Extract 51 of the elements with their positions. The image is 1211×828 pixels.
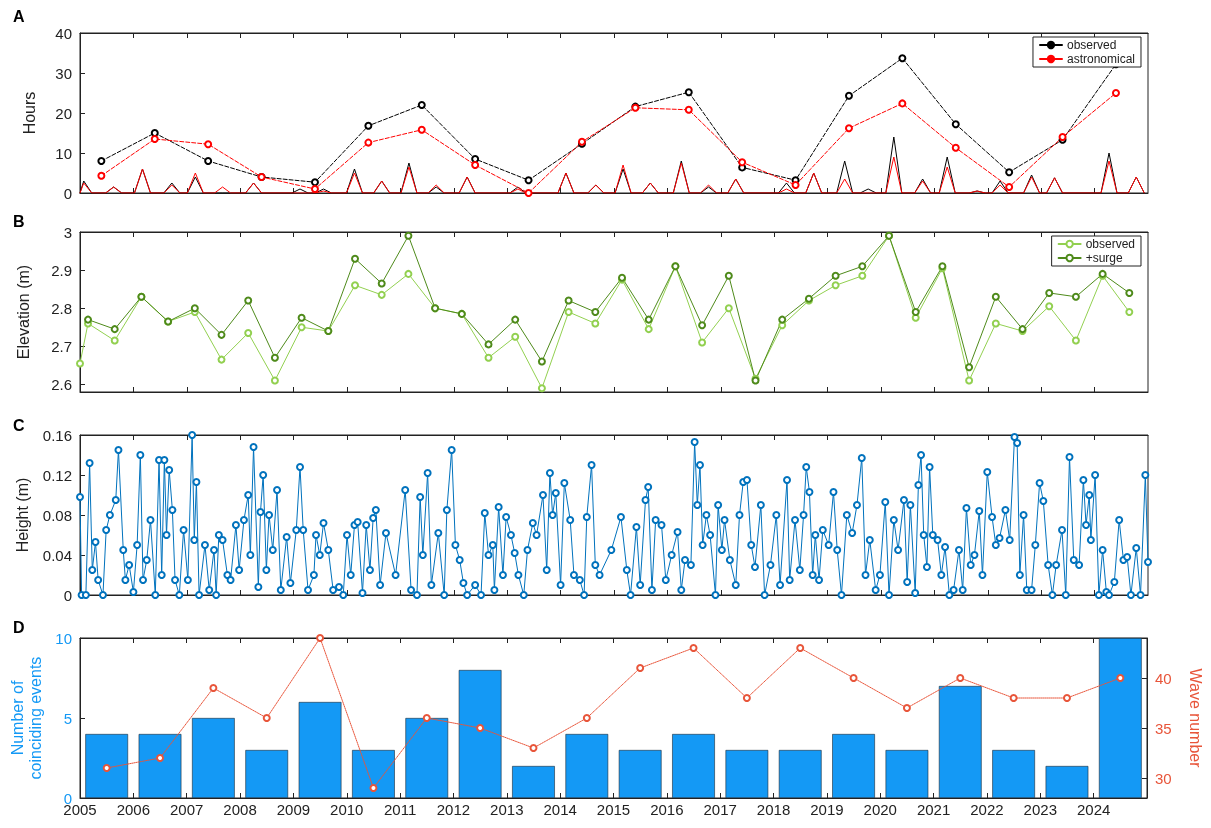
y-tick-label: 2.7 <box>51 337 72 355</box>
y-tick-label: 0.04 <box>42 546 72 564</box>
x-tick-label: 2007 <box>170 801 204 818</box>
y-tick-label: 3 <box>63 223 72 241</box>
x-tick-label: 2012 <box>436 801 471 818</box>
y-tick-label: 30 <box>55 64 72 82</box>
x-tick-label: 2006 <box>116 801 151 818</box>
y-tick-label: 0.16 <box>42 426 72 444</box>
chart-title: D <box>13 618 25 636</box>
chart-title: C <box>13 416 25 434</box>
y-tick-label: 0.08 <box>42 506 72 524</box>
y-tick-label: 10 <box>55 144 72 162</box>
y-tick-label: 0.12 <box>42 466 72 484</box>
y-tick-label: 2.6 <box>51 375 72 393</box>
y2-tick-label: 40 <box>1155 669 1172 687</box>
x-tick-label: 2017 <box>703 801 737 818</box>
y-tick-label: 20 <box>55 104 72 122</box>
x-tick-label: 2020 <box>863 801 897 818</box>
x-tick-label: 2009 <box>276 801 311 818</box>
legend-label: observed <box>1085 237 1136 251</box>
y2-tick-label: 30 <box>1155 769 1172 787</box>
y2-axis-title: Wave number <box>1186 668 1204 769</box>
y-axis-title: Height (m) <box>14 477 32 553</box>
x-tick-label: 2011 <box>383 801 417 818</box>
x-tick-label: 2021 <box>916 801 951 818</box>
y-tick-label: 2.8 <box>51 299 72 317</box>
legend-label: observed <box>1066 38 1117 52</box>
y-axis-title: Elevation (m) <box>14 264 32 360</box>
chart-title: B <box>13 212 25 230</box>
chart-title: A <box>13 7 25 25</box>
x-tick-label: 2016 <box>650 801 684 818</box>
y-tick-label: 40 <box>55 24 72 42</box>
x-tick-label: 2015 <box>596 801 631 818</box>
x-tick-label: 2023 <box>1023 801 1057 818</box>
y2-tick-label: 35 <box>1155 719 1172 737</box>
x-tick-label: 2010 <box>330 801 364 818</box>
y-tick-label: 10 <box>55 629 72 647</box>
y-tick-label: 2.9 <box>51 261 72 279</box>
y-axis-title: Hours <box>20 91 38 135</box>
y-tick-label: 5 <box>63 709 72 727</box>
x-tick-label: 2018 <box>756 801 791 818</box>
x-tick-label: 2014 <box>543 801 577 818</box>
x-tick-label: 2008 <box>223 801 257 818</box>
x-tick-label: 2024 <box>1076 801 1111 818</box>
y-axis-title: Number of coinciding events <box>8 656 44 780</box>
legend-label: +surge <box>1085 251 1123 265</box>
y-tick-label: 0 <box>63 184 72 202</box>
y-tick-label: 0 <box>63 586 72 604</box>
x-tick-label: 2019 <box>810 801 844 818</box>
x-tick-label: 2022 <box>970 801 1004 818</box>
x-tick-label: 2013 <box>490 801 524 818</box>
